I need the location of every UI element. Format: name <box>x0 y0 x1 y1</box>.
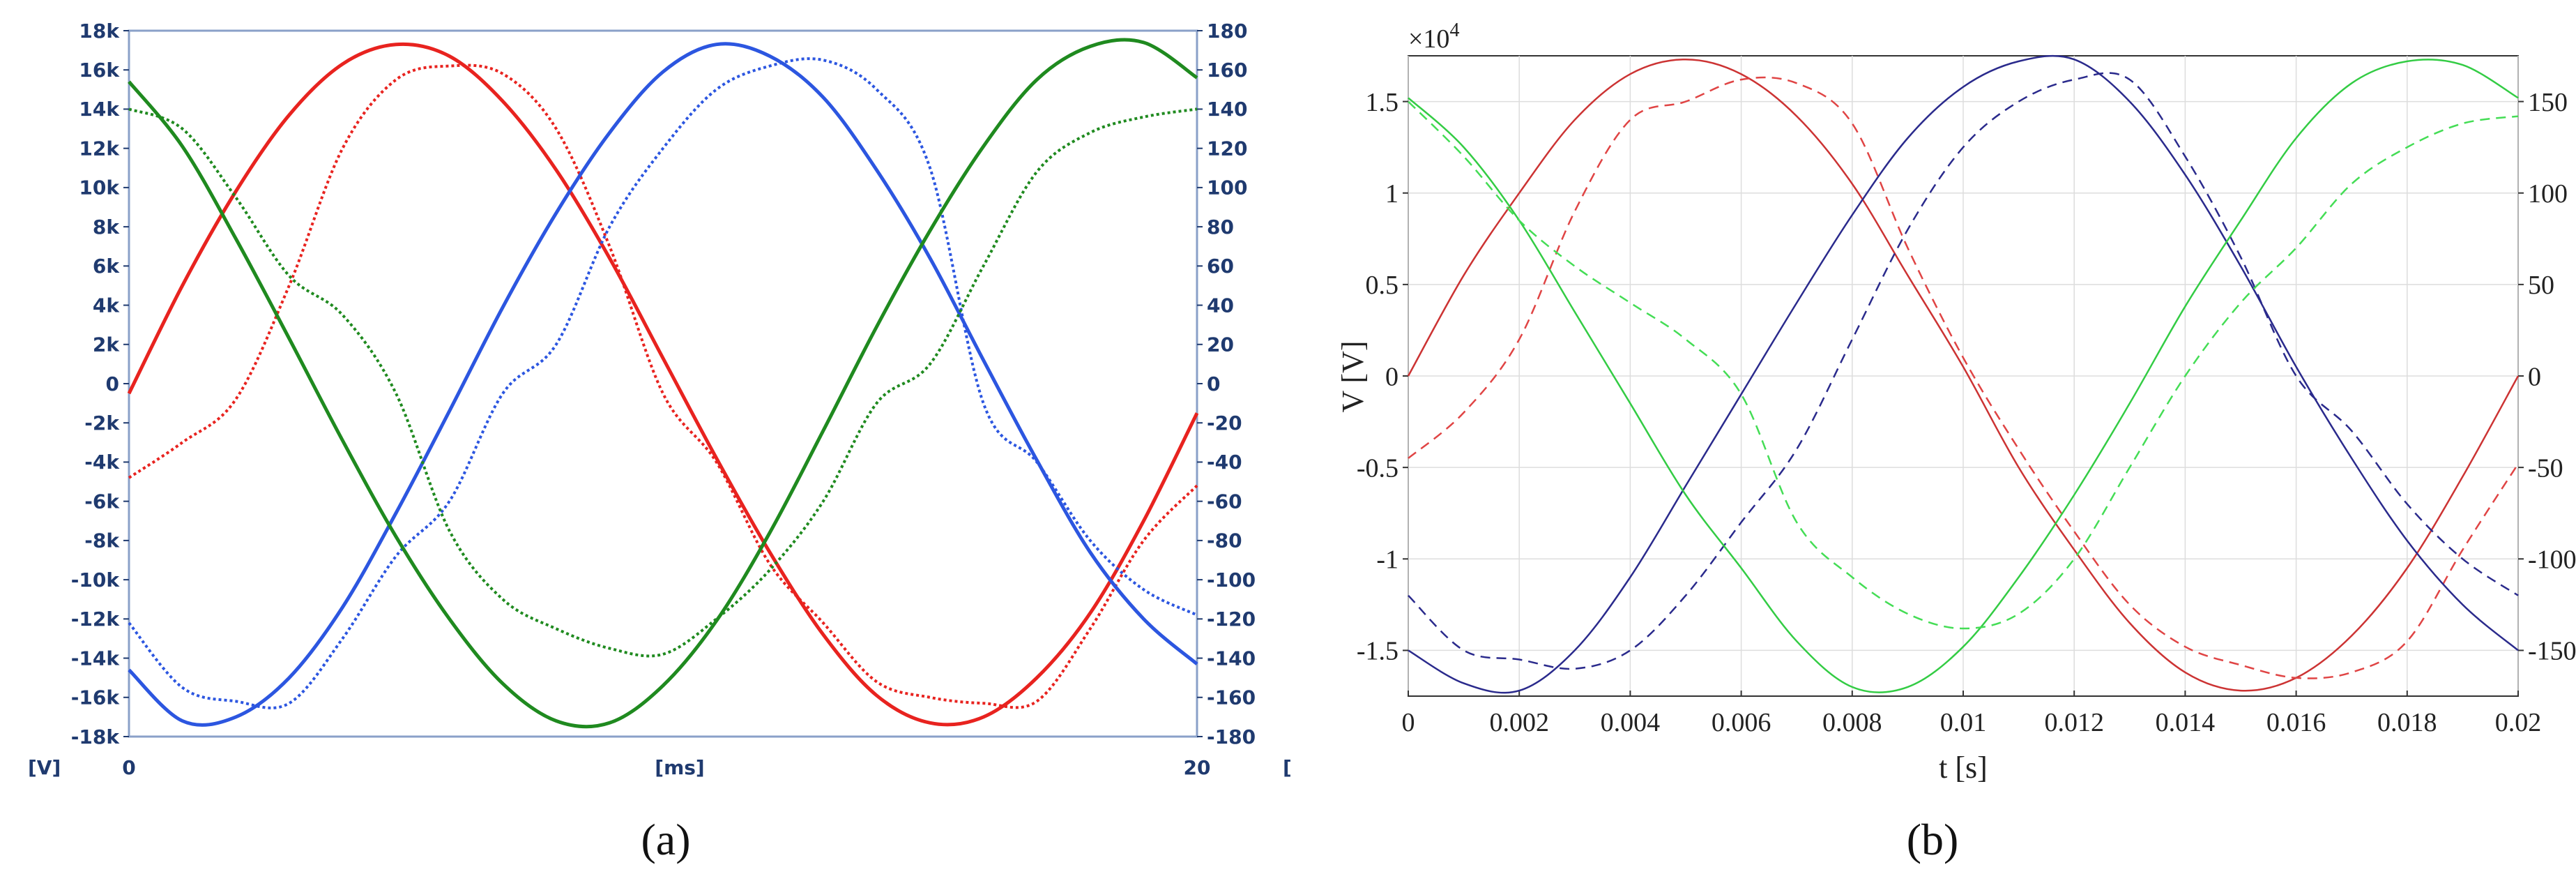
x-tick-label: 0.004 <box>1601 708 1661 737</box>
panel-b-exponent: ×104 <box>1408 20 1459 54</box>
left-tick-label: 18k <box>79 20 120 43</box>
x-tick-label: 0.012 <box>2044 708 2104 737</box>
left-tick-label: 0 <box>106 372 119 395</box>
left-tick-label: -14k <box>71 647 121 670</box>
right-tick-label: -120 <box>1207 608 1256 631</box>
right-tick-label: -100 <box>2528 545 2576 575</box>
left-tick-label: -1.5 <box>1357 637 1398 666</box>
x-tick-label: 0.01 <box>1940 708 1987 737</box>
right-tick-label: 40 <box>1207 294 1234 317</box>
right-tick-label: 80 <box>1207 216 1234 239</box>
x-tick-label: 0 <box>1402 708 1415 737</box>
panel-a-xtick-0: 0 <box>122 756 135 779</box>
left-tick-label: -6k <box>84 490 120 513</box>
right-tick-label: 180 <box>1207 20 1247 43</box>
panel-a: 18k 16k 14k 12k 10k 8k 6k 4k 2k 0 -2k -4k -6k -8k -10k… <box>28 20 1292 864</box>
panel-b-xlabel: t [s] <box>1939 751 1988 785</box>
left-tick-label: -16k <box>71 686 121 709</box>
series-line-4 <box>1408 59 2519 693</box>
right-tick-label: 50 <box>2528 271 2554 300</box>
panel-b-right-axis: 150 100 50 0 -50 -100 -150 <box>2518 88 2576 666</box>
right-tick-label: 100 <box>1207 176 1247 199</box>
series-line-3 <box>128 57 1198 709</box>
x-tick-label: 0.014 <box>2156 708 2216 737</box>
left-tick-label: 16k <box>79 59 120 82</box>
panel-b: 0 0.002 0.004 0.006 0.008 0.01 0.012 0.014 0.016… <box>1336 20 2576 864</box>
right-tick-label: -20 <box>1207 412 1242 435</box>
panel-a-left-axis: 18k 16k 14k 12k 10k 8k 6k 4k 2k 0 -2k -4k -6k -8k -10k… <box>71 20 129 748</box>
series-line-2 <box>1408 54 2519 694</box>
right-tick-label: 140 <box>1207 98 1247 121</box>
right-tick-label: 20 <box>1207 333 1234 356</box>
series-line-1 <box>1408 76 2520 679</box>
left-tick-label: 6k <box>93 255 120 278</box>
panel-b-series <box>1407 54 2520 694</box>
left-tick-label: 14k <box>79 98 120 121</box>
series-line-3 <box>1408 72 2519 670</box>
left-tick-label: -4k <box>84 451 120 474</box>
panel-b-caption: (b) <box>1907 815 1959 864</box>
series-line-0 <box>127 42 1199 727</box>
left-tick-label: -0.5 <box>1357 453 1398 483</box>
left-tick-label: 4k <box>93 294 120 317</box>
right-tick-label: -100 <box>1207 568 1256 592</box>
right-tick-label: 100 <box>2528 179 2568 209</box>
series-line-4 <box>128 38 1198 729</box>
panel-a-right-axis: 180 160 140 120 100 80 60 40 20 0 -20 -40 -60 -80 -100… <box>1197 20 1256 748</box>
series-line-1 <box>128 63 1198 709</box>
panel-a-plot-area <box>128 29 1198 738</box>
left-tick-label: -2k <box>84 412 120 435</box>
panel-a-ylabel: [V] <box>28 756 61 779</box>
panel-b-exponent-base: ×10 <box>1408 24 1449 54</box>
x-tick-label: 0.008 <box>1822 708 1882 737</box>
right-tick-label: -180 <box>1207 725 1256 748</box>
right-tick-label: -60 <box>1207 490 1242 513</box>
left-tick-label: 0 <box>1385 362 1398 391</box>
left-tick-label: -18k <box>71 725 121 748</box>
right-tick-label: 0 <box>1207 372 1220 395</box>
panel-a-y2label-fragment: [ <box>1283 756 1292 779</box>
panel-b-exponent-power: 4 <box>1449 20 1459 41</box>
x-tick-label: 0.016 <box>2266 708 2326 737</box>
x-tick-label: 0.018 <box>2377 708 2437 737</box>
left-tick-label: -8k <box>84 529 120 552</box>
right-tick-label: -140 <box>1207 647 1256 670</box>
right-tick-label: -50 <box>2528 453 2563 483</box>
x-tick-label: 0.006 <box>1712 708 1771 737</box>
left-tick-label: 12k <box>79 137 120 160</box>
series-line-0 <box>1407 58 2520 692</box>
left-tick-label: 8k <box>93 216 120 239</box>
x-tick-label: 0.02 <box>2495 708 2542 737</box>
panel-a-xlabel: [ms] <box>655 756 704 779</box>
left-tick-label: -10k <box>71 568 121 592</box>
left-tick-label: 1.5 <box>1366 88 1399 117</box>
panel-b-x-axis: 0 0.002 0.004 0.006 0.008 0.01 0.012 0.014 0.016… <box>1402 691 2542 737</box>
left-tick-label: -1 <box>1376 545 1398 575</box>
series-line-2 <box>128 42 1198 727</box>
right-tick-label: 150 <box>2528 88 2568 117</box>
left-tick-label: 1 <box>1385 179 1398 209</box>
panel-a-caption: (a) <box>641 815 690 864</box>
left-tick-label: 10k <box>79 176 120 199</box>
series-line-5 <box>128 107 1198 658</box>
right-tick-label: -150 <box>2528 637 2576 666</box>
left-tick-label: 2k <box>93 333 120 356</box>
x-tick-label: 0.002 <box>1489 708 1549 737</box>
right-tick-label: -80 <box>1207 529 1242 552</box>
panel-b-left-axis: 1.5 1 0.5 0 -0.5 -1 -1.5 <box>1357 88 1408 666</box>
panel-a-xtick-20: 20 <box>1184 756 1211 779</box>
right-tick-label: -160 <box>1207 686 1256 709</box>
series-line-5 <box>1408 100 2519 630</box>
right-tick-label: 160 <box>1207 59 1247 82</box>
left-tick-label: -12k <box>71 608 121 631</box>
panel-b-ylabel: V [V] <box>1336 340 1370 412</box>
left-tick-label: 0.5 <box>1366 271 1399 300</box>
right-tick-label: -40 <box>1207 451 1242 474</box>
panel-a-series <box>127 38 1199 729</box>
right-tick-label: 0 <box>2528 362 2541 391</box>
right-tick-label: 60 <box>1207 255 1234 278</box>
right-tick-label: 120 <box>1207 137 1247 160</box>
